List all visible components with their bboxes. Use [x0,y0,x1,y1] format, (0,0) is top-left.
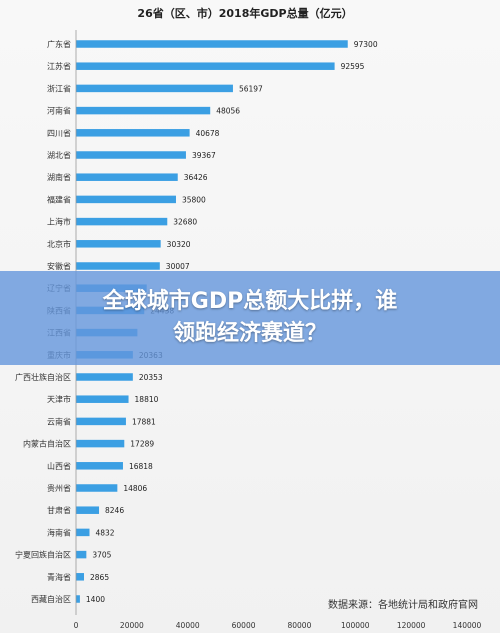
value-label: 20353 [139,373,163,382]
x-tick-label: 100000 [341,621,370,630]
value-label: 92595 [341,62,365,71]
value-label: 3705 [92,551,111,560]
category-label: 湖南省 [47,172,71,182]
value-label: 17289 [130,440,154,449]
category-label: 福建省 [47,194,71,204]
bar [76,129,190,137]
category-label: 贵州省 [47,483,71,493]
category-label: 上海市 [47,217,71,227]
value-label: 17881 [132,417,156,426]
bar [76,462,123,470]
value-label: 30320 [167,240,191,249]
chart-title: 26省（区、市）2018年GDP总量（亿元） [137,6,352,20]
category-label: 四川省 [47,128,71,138]
bar [76,240,161,248]
value-label: 18810 [135,395,159,404]
value-label: 4832 [95,528,114,537]
bar [76,573,85,581]
value-label: 1400 [86,595,105,604]
x-tick-label: 0 [74,621,79,630]
value-label: 35800 [182,195,206,204]
bar [76,395,129,403]
category-label: 湖北省 [47,150,71,160]
value-label: 16818 [129,462,153,471]
bar [76,595,80,603]
bar [76,439,125,448]
bar [76,84,233,93]
bar [76,373,133,381]
category-label: 天津市 [47,394,71,404]
value-label: 32680 [173,218,197,227]
bar [76,550,87,559]
value-label: 2865 [90,573,109,582]
headline-line-1: 全球城市GDP总额大比拼，谁 [102,289,398,314]
headline-banner: 全球城市GDP总额大比拼，谁 领跑经济赛道？ [0,271,500,365]
bar [76,506,100,514]
category-label: 甘肃省 [47,505,71,515]
x-tick-label: 60000 [232,621,256,630]
category-label: 安徽省 [47,261,71,271]
x-tick-label: 120000 [397,621,426,630]
value-label: 39367 [192,151,216,160]
bar [76,484,118,492]
category-label: 海南省 [47,527,71,537]
value-label: 56197 [239,84,263,93]
category-label: 西藏自治区 [31,594,71,604]
bar [76,151,186,159]
category-labels: 广东省江苏省浙江省河南省四川省湖北省湖南省福建省上海市北京市安徽省辽宁省陕西省江… [15,39,71,604]
bar [76,528,90,537]
x-axis-ticks: 0 20000 40000 60000 80000 100000 120000 140000 [74,621,482,630]
category-label: 广东省 [47,39,71,49]
value-label: 30007 [166,262,190,271]
value-label: 48056 [216,107,240,116]
category-label: 浙江省 [47,83,71,93]
x-tick-label: 40000 [176,621,200,630]
bar [76,195,176,204]
category-label: 青海省 [47,572,71,582]
category-label: 北京市 [47,239,71,249]
category-label: 宁夏回族自治区 [15,550,71,560]
category-label: 内蒙古自治区 [23,439,71,449]
bar [76,262,160,270]
data-source-note: 数据来源：各地统计局和政府官网 [328,598,478,611]
x-tick-label: 20000 [120,621,144,630]
category-label: 云南省 [47,416,71,426]
value-label: 40678 [196,129,220,138]
category-label: 河南省 [47,106,71,116]
x-tick-label: 140000 [453,621,482,630]
bar [76,217,168,226]
bar [76,417,126,426]
bar [76,173,178,181]
value-label: 97300 [354,40,378,49]
value-label: 8246 [105,506,124,515]
bar [76,40,348,48]
value-label: 14806 [123,484,147,493]
category-label: 江苏省 [47,61,71,71]
bar [76,62,335,70]
x-tick-label: 80000 [287,621,311,630]
headline-line-2: 领跑经济赛道？ [172,321,327,346]
value-label: 36426 [184,173,208,182]
category-label: 广西壮族自治区 [15,372,71,382]
bar [76,106,211,115]
category-label: 山西省 [47,461,71,471]
